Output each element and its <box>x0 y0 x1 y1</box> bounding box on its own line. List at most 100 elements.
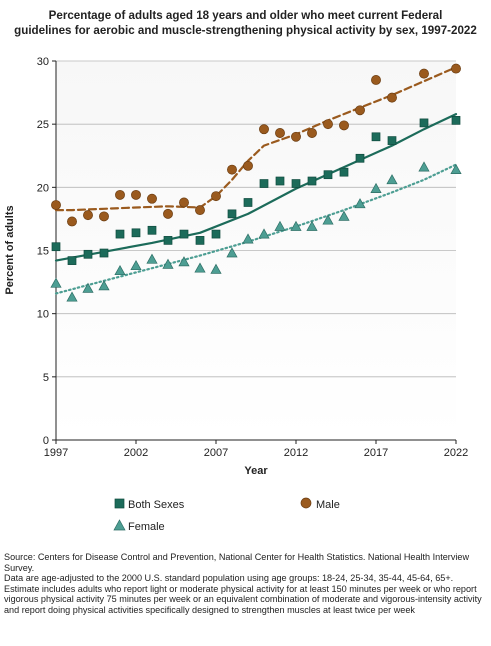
data-point-female <box>162 258 174 269</box>
data-point-female <box>306 220 318 231</box>
data-points <box>50 63 462 302</box>
y-tick-label: 15 <box>37 246 49 258</box>
data-point-both-sexes <box>419 118 429 128</box>
y-tick-label: 0 <box>43 435 49 447</box>
triangle-marker-icon <box>113 519 126 531</box>
data-point-female <box>210 263 222 274</box>
data-point-female <box>450 163 462 174</box>
data-point-male <box>83 210 93 221</box>
data-point-male <box>211 191 221 202</box>
data-point-both-sexes <box>387 136 397 145</box>
data-point-female <box>82 282 94 293</box>
footnote-estimate-definition: Estimate includes adults who report ligh… <box>4 583 482 615</box>
data-point-female <box>146 253 158 264</box>
y-tick-label: 30 <box>37 56 49 68</box>
data-point-both-sexes <box>339 167 349 177</box>
data-point-both-sexes <box>179 229 189 239</box>
data-point-both-sexes <box>99 248 109 258</box>
x-tick-label: 1997 <box>44 447 68 459</box>
data-point-female <box>178 256 190 267</box>
x-tick-label: 2007 <box>204 447 228 459</box>
y-axis-label: Percent of adults <box>4 205 16 294</box>
series-both-sexes <box>51 116 461 265</box>
data-point-both-sexes <box>291 179 301 188</box>
data-point-both-sexes <box>147 225 157 235</box>
data-point-both-sexes <box>67 256 77 265</box>
data-point-both-sexes <box>451 116 461 125</box>
data-point-both-sexes <box>51 242 61 252</box>
gridlines <box>56 60 456 378</box>
circle-marker-icon <box>300 497 312 509</box>
y-tick-labels: 0 5 10 15 20 25 30 <box>37 56 49 447</box>
data-point-female <box>50 277 62 288</box>
data-point-both-sexes <box>259 179 269 188</box>
square-marker-icon <box>114 498 125 509</box>
data-point-female <box>338 210 350 221</box>
data-point-male <box>67 216 77 227</box>
x-axis-label: Year <box>244 465 268 477</box>
data-point-both-sexes <box>275 176 285 186</box>
data-point-male <box>355 105 365 116</box>
data-point-both-sexes <box>131 228 141 238</box>
data-point-female <box>386 174 398 185</box>
legend-item-female: Female <box>113 519 165 533</box>
data-point-male <box>179 197 189 208</box>
data-point-female <box>370 182 382 193</box>
data-point-female <box>274 220 286 231</box>
x-tick-label: 2002 <box>124 447 148 459</box>
data-point-male <box>323 119 333 130</box>
data-point-male <box>227 164 237 175</box>
legend-item-both-sexes: Both Sexes <box>114 498 185 511</box>
data-point-female <box>418 161 430 172</box>
chart: 0 5 10 15 20 25 30 1997 2002 2007 2012 2017 2022 Ye… <box>4 56 468 533</box>
trend-line-male <box>54 66 458 212</box>
series-male <box>51 63 461 227</box>
data-point-both-sexes <box>371 132 381 142</box>
x-tick-label: 2017 <box>364 447 388 459</box>
data-point-male <box>147 193 157 204</box>
legend: Both Sexes Male Female <box>113 497 340 533</box>
footnote-source: Source: Centers for Disease Control and … <box>4 552 470 573</box>
data-point-female <box>290 220 302 231</box>
chart-title-line-2: guidelines for aerobic and muscle-streng… <box>14 24 477 37</box>
trend-line-both-sexes <box>54 112 458 262</box>
chart-title-line-1: Percentage of adults aged 18 years and o… <box>48 9 443 22</box>
data-point-female <box>194 262 206 273</box>
data-point-both-sexes <box>115 229 125 239</box>
data-point-both-sexes <box>195 236 205 245</box>
data-point-female <box>130 259 142 271</box>
data-point-male <box>243 160 253 171</box>
data-point-both-sexes <box>163 236 173 245</box>
chart-title: Percentage of adults aged 18 years and o… <box>0 8 491 38</box>
data-point-male <box>51 200 61 210</box>
trend-line-female <box>54 163 458 295</box>
data-point-male <box>131 189 141 200</box>
data-point-male <box>115 189 125 200</box>
data-point-male <box>259 124 269 135</box>
y-tick-label: 20 <box>37 182 49 194</box>
data-point-both-sexes <box>323 170 333 180</box>
data-point-both-sexes <box>83 249 93 259</box>
data-point-female <box>66 291 78 302</box>
x-tick-label: 2022 <box>444 447 468 459</box>
legend-label-both-sexes: Both Sexes <box>128 499 185 511</box>
data-point-male <box>419 68 429 79</box>
data-point-female <box>98 280 110 291</box>
footnote-age-adjustment: Data are age-adjusted to the 2000 U.S. s… <box>4 573 454 584</box>
y-tick-label: 25 <box>37 119 49 131</box>
data-point-male <box>275 128 285 138</box>
data-point-both-sexes <box>211 229 221 239</box>
y-tick-label: 10 <box>37 309 49 321</box>
x-tick-label: 2012 <box>284 447 308 459</box>
data-point-both-sexes <box>243 198 253 207</box>
data-point-both-sexes <box>307 176 317 186</box>
data-point-female <box>226 247 238 258</box>
data-point-male <box>195 205 205 216</box>
data-point-both-sexes <box>227 209 237 219</box>
data-point-male <box>387 92 397 103</box>
series-female <box>50 161 462 302</box>
legend-label-female: Female <box>128 521 165 533</box>
data-point-female <box>258 228 270 239</box>
x-tick-labels: 1997 2002 2007 2012 2017 2022 <box>44 447 468 459</box>
data-point-female <box>114 264 126 276</box>
